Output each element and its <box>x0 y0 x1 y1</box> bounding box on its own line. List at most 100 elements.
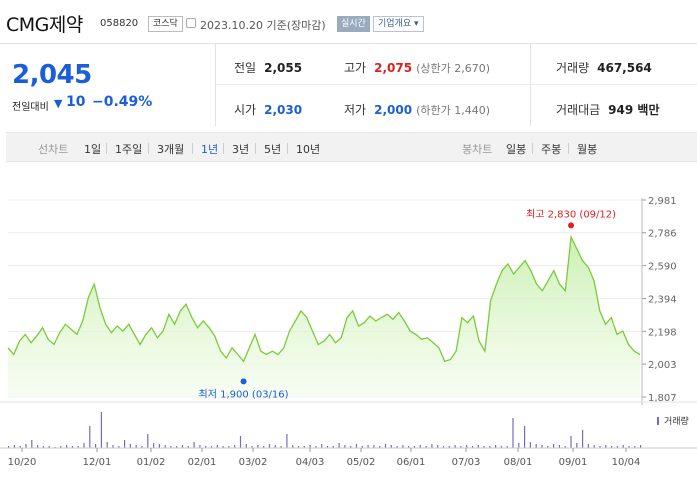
volume-bar <box>239 436 242 448</box>
volume-bar <box>37 445 39 448</box>
high-stat: 고가 2,075 (상한가 2,670) <box>344 61 490 75</box>
volume-bar <box>593 445 595 448</box>
volume-bar <box>268 444 271 448</box>
volume-bar <box>292 445 294 448</box>
volume-bar <box>251 446 253 448</box>
x-tick-label: 09/01 <box>559 457 588 468</box>
volume-bar <box>587 444 589 448</box>
volume-bar <box>71 446 73 448</box>
current-price: 2,045 <box>12 60 92 90</box>
x-tick-label: 03/02 <box>239 457 268 468</box>
volume-bar <box>466 445 468 448</box>
x-tick-label: 12/01 <box>83 457 112 468</box>
volume-bar <box>384 444 387 448</box>
volume-bar <box>460 446 462 448</box>
price-date: 2023.10.20 기준(장마감) <box>200 19 326 32</box>
down-triangle-icon: ▼ <box>54 97 63 110</box>
volume-bar <box>274 445 276 448</box>
volume-bar <box>326 446 329 448</box>
x-tick-label: 04/03 <box>296 457 325 468</box>
line-chart-label: 선차트 <box>38 143 69 156</box>
period-3m[interactable]: 3개월 <box>157 143 185 156</box>
candle-monthly[interactable]: 월봉 <box>577 143 598 156</box>
volume-bar <box>477 445 479 448</box>
period-1y[interactable]: 1년 <box>201 143 219 156</box>
x-tick-label: 06/01 <box>397 457 426 468</box>
change-percent: −0.49% <box>92 94 153 110</box>
x-tick-label: 01/02 <box>137 457 166 468</box>
volume-bar <box>582 430 584 448</box>
y-tick-label: 2,198 <box>648 327 677 338</box>
y-tick-label: 1,807 <box>648 393 677 404</box>
volume-bar <box>616 446 618 448</box>
volume-bar <box>66 445 68 448</box>
volume-bar <box>19 446 21 448</box>
volume-bar <box>512 418 514 448</box>
volume-bar <box>529 442 531 448</box>
period-3y[interactable]: 3년 <box>232 143 250 156</box>
volume-bar <box>205 446 207 448</box>
volume-bar <box>193 442 195 448</box>
volume-bar <box>553 444 555 448</box>
volume-bar <box>367 445 369 448</box>
x-tick-label: 02/01 <box>188 457 217 468</box>
min-annotation: 최저 1,900 (03/16) <box>199 388 289 400</box>
volume-bar <box>413 446 416 448</box>
volume-bar <box>332 446 334 448</box>
volume-bar <box>187 446 189 448</box>
volume-bar <box>77 446 79 448</box>
period-1w[interactable]: 1주일 <box>115 143 143 156</box>
volume-bar <box>524 426 526 448</box>
period-10y[interactable]: 10년 <box>296 143 321 156</box>
volume-bar <box>199 445 201 448</box>
volume-bar <box>309 445 311 448</box>
volume-bar <box>535 444 537 448</box>
current-price-box: 2,045 전일대비 ▼ 10 −0.49% <box>0 44 216 126</box>
period-5y[interactable]: 5년 <box>264 143 282 156</box>
volume-bar <box>129 444 131 448</box>
price-line <box>7 234 641 363</box>
volume-bar <box>118 446 120 448</box>
volume-bar <box>361 446 363 448</box>
volume-bar <box>350 446 352 448</box>
stock-code: 058820 <box>100 18 139 29</box>
stock-name: CMG제약 <box>6 14 83 36</box>
volume-bar <box>448 446 450 448</box>
company-overview-button[interactable]: 기업개요 ▾ <box>373 16 424 32</box>
candle-weekly[interactable]: 주봉 <box>541 143 562 156</box>
volume-stat: 거래량 467,564 <box>556 61 652 75</box>
y-tick-label: 2,003 <box>648 360 677 371</box>
volume-bar <box>379 446 381 448</box>
realtime-button[interactable]: 실시간 <box>337 16 370 32</box>
volume-bar <box>419 445 421 448</box>
volume-bar <box>216 445 218 448</box>
volume-bar <box>8 446 10 448</box>
volume-bar <box>425 446 427 448</box>
volume-bar <box>222 446 224 448</box>
amount-stat: 거래대금 949 백만 <box>556 103 660 117</box>
volume-bar <box>83 443 85 448</box>
x-tick-label: 10/20 <box>8 457 37 468</box>
max-marker <box>568 222 575 229</box>
volume-bar <box>611 446 613 448</box>
volume-bar <box>576 443 578 448</box>
prev-close-stat: 전일 2,055 <box>234 61 303 75</box>
volume-bar <box>396 446 398 448</box>
volume-bar <box>147 434 149 448</box>
volume-bar <box>564 446 566 448</box>
divider <box>530 44 531 126</box>
volume-bar <box>437 445 439 448</box>
volume-bar <box>390 445 392 448</box>
x-tick-label: 07/03 <box>452 457 481 468</box>
volume-bar <box>176 446 178 448</box>
volume-bar <box>124 440 126 448</box>
volume-bar <box>164 445 166 448</box>
volume-bar <box>622 445 624 448</box>
volume-bar <box>628 446 630 448</box>
volume-bar <box>605 445 607 448</box>
min-marker <box>240 378 247 385</box>
y-tick-label: 2,786 <box>648 229 677 240</box>
period-1d[interactable]: 1일 <box>84 143 102 156</box>
volume-bar <box>141 446 143 448</box>
candle-daily[interactable]: 일봉 <box>506 143 527 156</box>
